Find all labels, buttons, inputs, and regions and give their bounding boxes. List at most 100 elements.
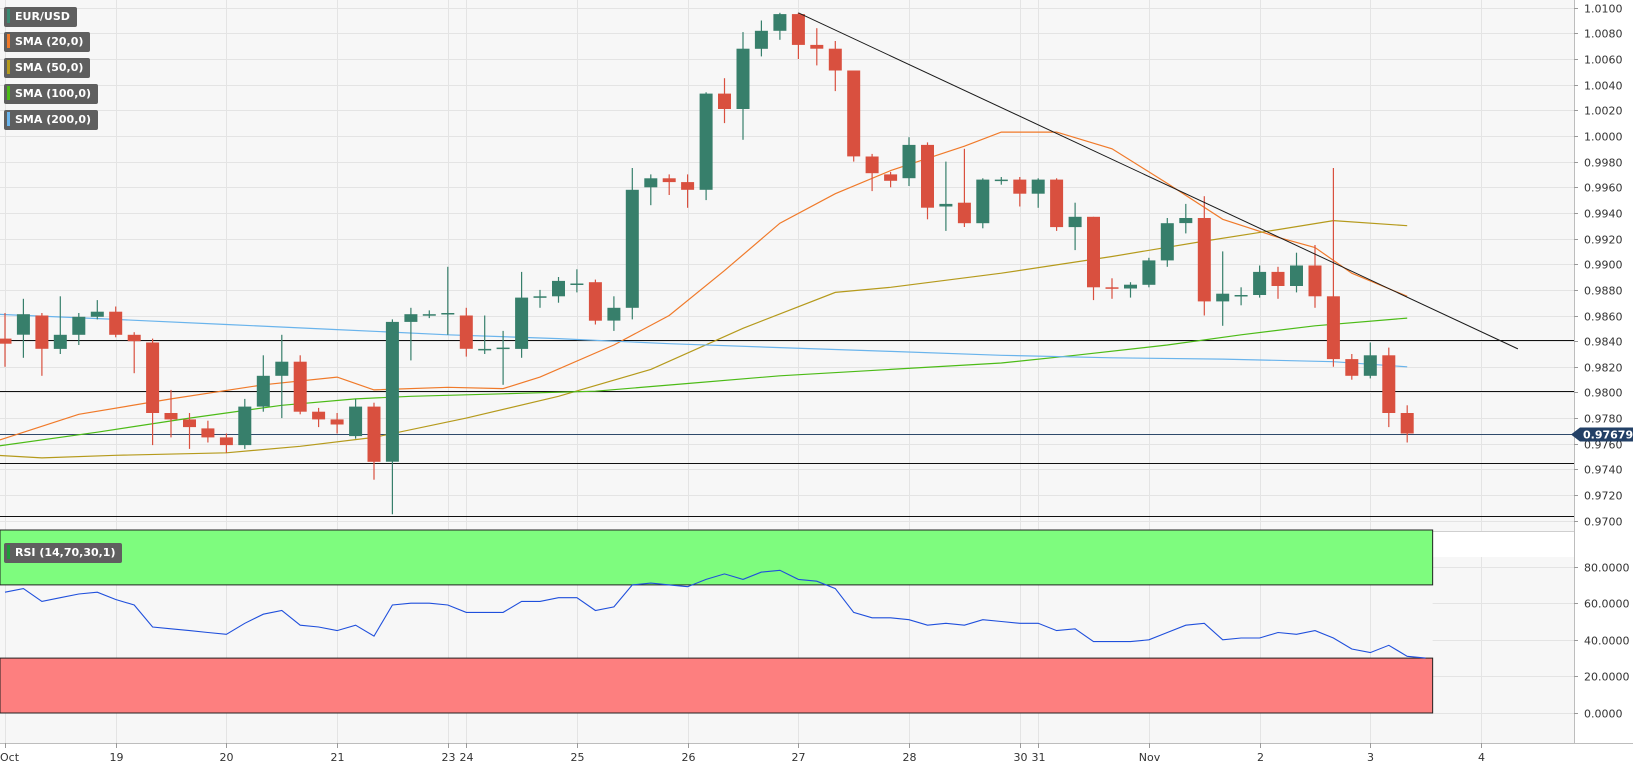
candle-body [478, 348, 492, 351]
price-axis-label: 1.0080 [1584, 28, 1623, 41]
candle [607, 296, 621, 331]
time-axis-label: 28 [903, 751, 917, 764]
candle [939, 161, 953, 231]
price-axis-label: 0.9920 [1584, 234, 1623, 247]
candle-body [515, 297, 529, 349]
legend-sma-50[interactable]: SMA (50,0) [4, 58, 91, 78]
last-price-tag-group: 0.97679 [1571, 427, 1633, 442]
rsi-layer [4, 569, 1426, 659]
candle-body [570, 283, 584, 285]
candle-body [1326, 296, 1340, 360]
candle [1363, 342, 1377, 379]
last-price-label: 0.97679 [1583, 429, 1633, 442]
symbol-swatch [7, 9, 10, 23]
candle-body [1050, 179, 1064, 228]
candle [1068, 202, 1082, 251]
time-axis-label: 4 [1478, 751, 1485, 764]
candle-body [1234, 295, 1248, 297]
sma-line-20 [0, 131, 1408, 441]
time-axis-label: 19 [110, 751, 124, 764]
candle [219, 433, 233, 453]
candle [552, 277, 565, 303]
candle-body [1363, 355, 1377, 376]
candle-body [1271, 271, 1285, 286]
candle [0, 313, 12, 367]
candle-body [625, 189, 639, 308]
time-axis-label: 20 [220, 751, 234, 764]
candle [754, 20, 768, 57]
symbol-label[interactable]: EUR/USD [4, 7, 77, 27]
candle [994, 177, 1008, 185]
candle-body [699, 93, 713, 190]
time-axis-label: 24 [460, 751, 474, 764]
candle-body [109, 311, 123, 335]
candle-body [293, 361, 307, 412]
candle [164, 389, 178, 438]
candle [865, 153, 879, 192]
legend-rsi[interactable]: RSI (14,70,30,1) [4, 543, 123, 563]
candle-body [754, 30, 768, 49]
symbol-label-text: EUR/USD [15, 10, 70, 23]
candle [1345, 354, 1359, 380]
candle-body [16, 314, 30, 335]
time-axis-label: 3 [1367, 751, 1374, 764]
candle-body [459, 315, 473, 349]
price-axis-label: 0.9800 [1584, 387, 1623, 400]
candle [478, 315, 492, 354]
candle-body [256, 375, 270, 407]
candle [1105, 278, 1119, 299]
trendline-layer [798, 12, 1519, 350]
rsi-zones [0, 529, 1434, 714]
candle [957, 148, 971, 227]
price-axis-label: 0.9720 [1584, 490, 1623, 503]
rsi-line [4, 569, 1426, 659]
candle [293, 355, 307, 415]
candle-body [902, 144, 916, 179]
candle [422, 310, 436, 319]
candle [570, 269, 584, 293]
candle-body [404, 314, 418, 322]
candle [459, 307, 473, 357]
candle-body [1142, 260, 1156, 285]
candle [1087, 216, 1100, 301]
candle-body [1013, 179, 1027, 194]
candle [90, 300, 104, 320]
candle-body [127, 334, 141, 342]
candle [662, 174, 676, 195]
price-axis-label: 1.0000 [1584, 131, 1623, 144]
candle-body [847, 70, 861, 157]
candle [72, 313, 86, 345]
time-axis-label: Oct [0, 751, 20, 764]
time-axis: Oct 19 20 21 23 24 25 26 27 28 30 31 Nov 2 3 4 [0, 743, 1485, 764]
price-axis-label: 0.9760 [1584, 439, 1623, 452]
candle-body [385, 321, 399, 462]
price-axis-label: 0.9700 [1584, 516, 1623, 529]
sma-lines [0, 131, 1408, 459]
candle [349, 398, 363, 439]
candle [385, 319, 399, 515]
price-axis-label: 1.0100 [1584, 3, 1623, 16]
trendline [798, 12, 1519, 350]
legend-sma-200[interactable]: SMA (200,0) [4, 110, 99, 130]
candle [183, 413, 196, 449]
price-axis-label: 0.9960 [1584, 182, 1623, 195]
candle-body [736, 48, 750, 109]
candle [238, 398, 252, 449]
candle-body [349, 406, 363, 437]
candle-body [810, 44, 824, 49]
candle [35, 313, 49, 376]
price-axis-label: 0.9820 [1584, 362, 1623, 375]
candle [625, 168, 639, 320]
candle [1308, 245, 1322, 308]
candle-body [681, 182, 695, 190]
price-axis-label: 0.9940 [1584, 208, 1623, 221]
legend-sma-20[interactable]: SMA (20,0) [4, 32, 91, 52]
candle-body [312, 411, 326, 420]
candle [330, 413, 344, 434]
candle [773, 12, 787, 40]
candles [0, 12, 1414, 515]
candle-body [330, 419, 344, 425]
legend-sma-100[interactable]: SMA (100,0) [4, 84, 99, 104]
candle [847, 70, 861, 162]
